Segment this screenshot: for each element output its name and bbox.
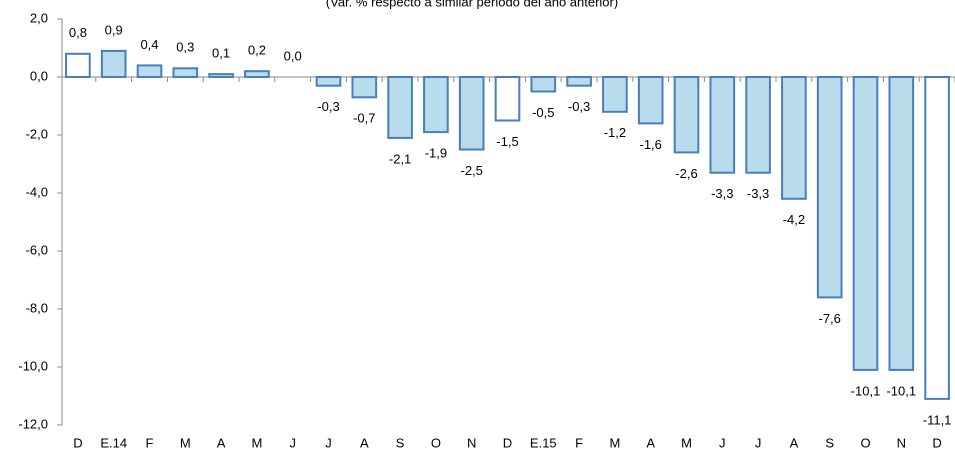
value-label: -3,3 — [747, 186, 769, 201]
x-tick-label: A — [790, 435, 799, 450]
x-tick-label: M — [609, 435, 620, 450]
value-label: -7,6 — [818, 311, 840, 326]
x-tick-label: J — [719, 435, 726, 450]
x-tick-label: D — [503, 435, 512, 450]
y-tick-label: -2,0 — [26, 126, 48, 141]
y-tick-label: -6,0 — [26, 242, 48, 257]
bar — [244, 70, 270, 78]
value-label: -2,6 — [675, 166, 697, 181]
y-tick-label: 2,0 — [30, 10, 48, 25]
chart-subtitle: (Var. % respecto a similar periodo del a… — [326, 0, 618, 9]
bar — [387, 76, 413, 139]
bar — [781, 76, 807, 200]
value-label: 0,4 — [140, 37, 158, 52]
bar — [494, 76, 521, 122]
value-label: -1,6 — [639, 137, 661, 152]
bar — [351, 76, 378, 99]
x-tick-label: A — [217, 435, 226, 450]
bar — [172, 67, 199, 79]
value-label: -0,3 — [317, 99, 339, 114]
bar — [566, 76, 592, 87]
x-tick-label: A — [360, 435, 369, 450]
bar — [888, 76, 915, 371]
value-label: -1,9 — [425, 146, 447, 161]
value-label: -2,1 — [389, 151, 411, 166]
bar — [530, 76, 557, 93]
value-label: 0,3 — [176, 40, 194, 55]
value-label: 0,2 — [248, 43, 266, 58]
x-tick-label: D — [73, 435, 82, 450]
bar — [458, 76, 485, 151]
bar — [637, 76, 664, 125]
bar — [816, 76, 843, 299]
bar — [423, 76, 449, 134]
bar — [136, 64, 163, 79]
value-label: -0,3 — [568, 99, 590, 114]
value-label: 0,8 — [69, 25, 87, 40]
bar — [208, 73, 234, 78]
bar — [852, 76, 879, 371]
x-tick-label: F — [146, 435, 154, 450]
value-label: -0,5 — [532, 105, 554, 120]
bar — [602, 76, 628, 113]
value-label: -2,5 — [460, 163, 482, 178]
x-tick-label: F — [575, 435, 583, 450]
x-tick-label: N — [467, 435, 476, 450]
y-tick-label: -4,0 — [26, 184, 48, 199]
x-tick-label: M — [681, 435, 692, 450]
x-tick-label: J — [755, 435, 762, 450]
x-tick-label: J — [325, 435, 332, 450]
bar — [673, 76, 700, 154]
value-label: 0,9 — [105, 22, 123, 37]
x-tick-label: J — [289, 435, 296, 450]
value-label: -0,7 — [353, 111, 375, 126]
bar — [709, 76, 736, 174]
x-tick-label: N — [897, 435, 906, 450]
y-tick-label: 0,0 — [30, 68, 48, 83]
value-label: -3,3 — [711, 186, 733, 201]
x-tick-label: E.14 — [100, 435, 127, 450]
x-tick-label: M — [180, 435, 191, 450]
value-label: -4,2 — [783, 212, 805, 227]
value-label: -10,1 — [851, 383, 881, 398]
value-label: -10,1 — [886, 383, 916, 398]
y-tick-label: -8,0 — [26, 300, 48, 315]
value-label: 0,0 — [284, 48, 302, 63]
value-label: -11,1 — [923, 412, 952, 427]
x-tick-label: A — [646, 435, 655, 450]
x-tick-label: E.15 — [530, 435, 557, 450]
bar — [65, 52, 91, 78]
y-tick-label: -12,0 — [18, 416, 48, 431]
y-tick-label: -10,0 — [18, 358, 48, 373]
bar — [315, 76, 342, 87]
bar — [745, 76, 771, 174]
x-tick-label: S — [396, 435, 405, 450]
value-label: -1,5 — [496, 134, 518, 149]
value-label: 0,1 — [212, 46, 230, 61]
bar — [100, 49, 127, 79]
bar — [924, 76, 950, 400]
x-tick-label: S — [825, 435, 834, 450]
x-tick-label: D — [932, 435, 941, 450]
x-tick-label: M — [251, 435, 262, 450]
x-tick-label: O — [860, 435, 870, 450]
value-label: -1,2 — [604, 125, 626, 140]
x-tick-label: O — [431, 435, 441, 450]
